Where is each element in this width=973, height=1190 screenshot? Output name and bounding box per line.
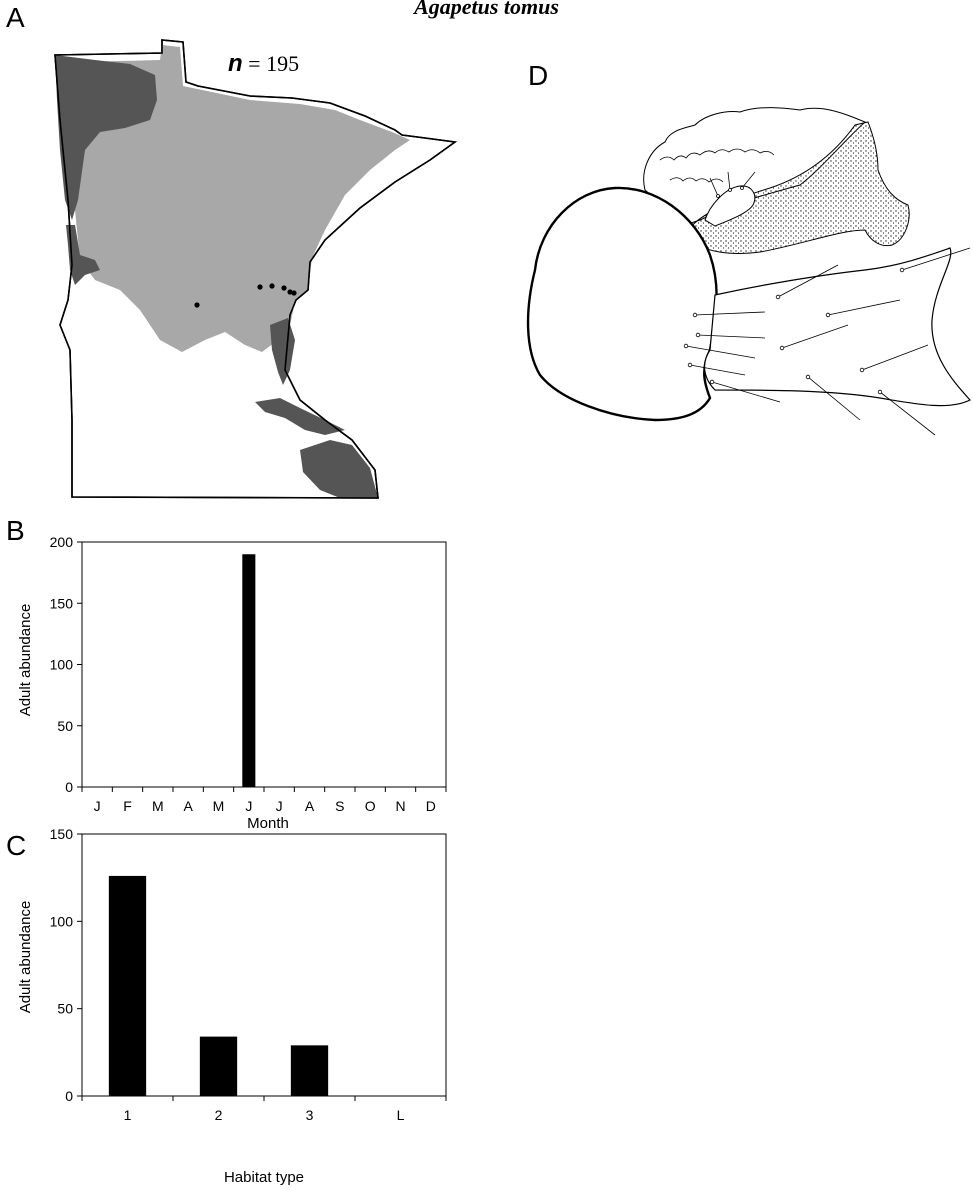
x-tick-label: J [276,798,283,814]
locality-point [291,290,297,296]
x-tick-label: A [305,798,315,814]
distribution-map [54,39,458,499]
x-axis-label: Habitat type [224,1169,304,1186]
x-tick-label: L [397,1107,405,1123]
x-tick-label: S [335,798,344,814]
y-tick-label: 50 [57,1001,73,1017]
x-tick-label: O [365,798,376,814]
y-tick-label: 150 [50,595,74,611]
x-axis-label: Month [247,815,289,832]
chart-habitat: Adult abundance Habitat type 0 50 100 150 1 2… [17,826,447,1186]
plot-frame [81,541,447,788]
setae [683,171,971,436]
y-axis-label: Adult abundance [17,604,34,717]
chart-month: Adult abundance Month 0 50 100 150 200 J F M A M J… [17,534,447,832]
x-tick-label: A [183,798,193,814]
x-tick-label: J [245,798,252,814]
bar [108,875,147,1096]
bar [242,554,256,787]
bar [290,1045,329,1096]
n-symbol: n [228,50,243,77]
locality-point [281,285,287,291]
panel-label-d: D [528,60,549,91]
x-tick-label: D [426,798,436,814]
panel-label-b: B [6,515,25,546]
x-tick-label: M [152,798,164,814]
y-tick-label: 150 [50,826,74,842]
region-dark-northwest [55,55,157,220]
stippled-sclerite [689,121,910,254]
panel-label-c: C [6,830,27,861]
sample-count: n = 195 [228,50,299,78]
y-axis-label: Adult abundance [17,901,34,1014]
bar [199,1036,238,1096]
region-light [70,45,410,352]
locality-point [287,289,293,295]
y-tick-label: 100 [50,913,74,929]
y-tick-label: 50 [57,718,73,734]
appendage [703,247,971,407]
large-lobe [526,186,718,422]
x-tick-label: F [123,798,132,814]
y-tick-label: 0 [65,1088,73,1104]
locality-point [257,284,263,290]
genitalia-illustration [526,107,971,436]
figure-title: Agapetus tomus [414,0,559,19]
x-tick-label: J [94,798,101,814]
n-value: = 195 [242,51,300,76]
x-tick-label: M [213,798,225,814]
x-tick-label: 3 [306,1107,314,1123]
small-lobe [704,185,756,227]
y-tick-label: 200 [50,534,74,550]
locality-point [194,302,200,308]
x-tick-label: 2 [215,1107,223,1123]
region-dark-south [300,440,378,498]
region-dark-west [66,225,100,285]
y-tick-label: 0 [65,779,73,795]
x-tick-label: N [395,798,405,814]
panel-label-a: A [6,2,25,33]
x-tick-label: 1 [124,1107,132,1123]
locality-point [269,283,275,289]
region-dark-southeast [255,398,345,435]
y-tick-label: 100 [50,657,74,673]
